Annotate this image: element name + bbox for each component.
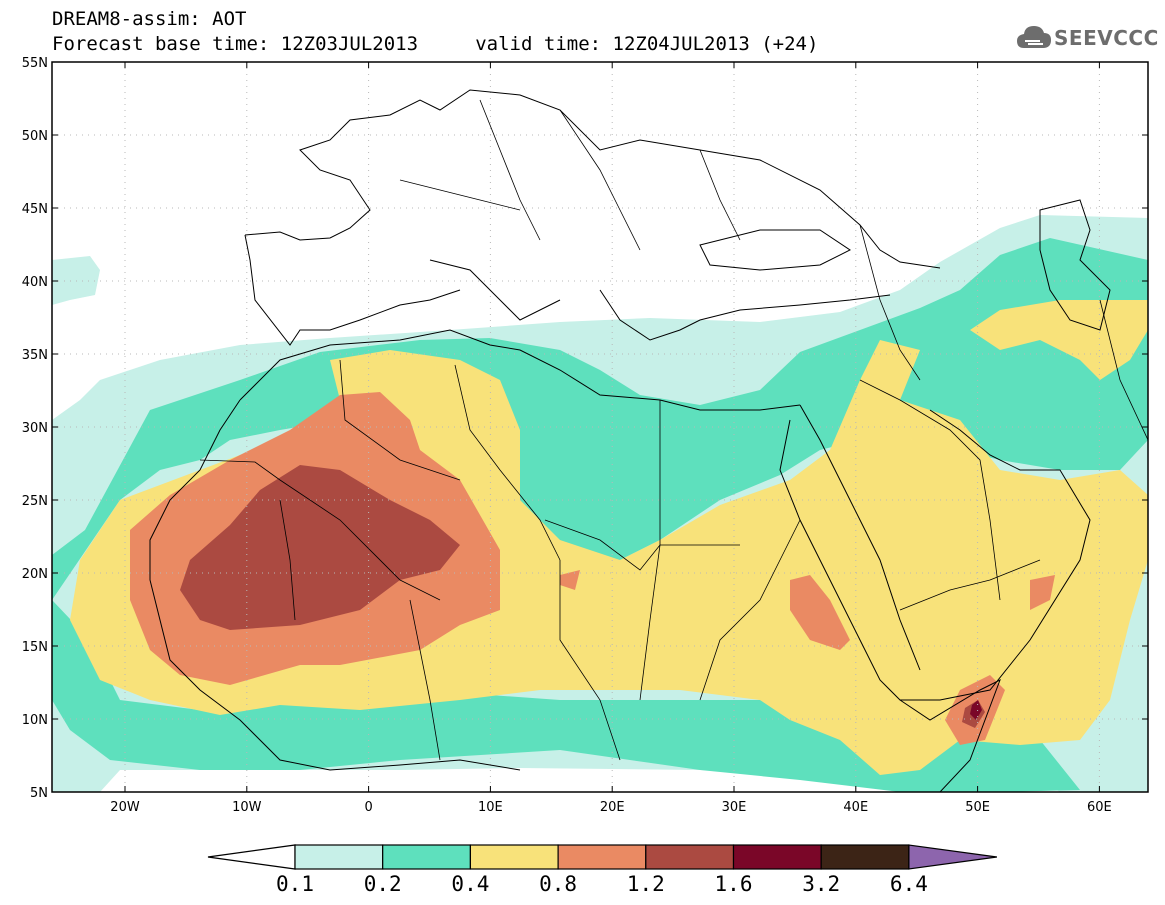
colorbar-label: 0.1 [276, 872, 314, 896]
lat-label: 55N [22, 56, 48, 71]
aot-band-1.2 [180, 465, 985, 728]
colorbar-segment [732, 844, 822, 870]
country-borders [199, 99, 1148, 761]
lat-label: 20N [22, 567, 48, 582]
lon-label: 10E [478, 800, 503, 815]
cloud-logo-icon [1017, 26, 1051, 48]
lat-label: 15N [22, 640, 48, 655]
aot-field [52, 62, 1148, 792]
lat-label: 35N [22, 348, 48, 363]
title-model: DREAM8-assim: AOT [52, 8, 247, 30]
colorbar-segment [469, 844, 559, 870]
title-times: Forecast base time: 12Z03JUL2013 valid t… [52, 33, 819, 55]
colorbar-segment [557, 844, 647, 870]
lat-label: 40N [22, 275, 48, 290]
colorbar-label: 1.6 [715, 872, 753, 896]
lon-label: 50E [965, 800, 990, 815]
lon-label: 0 [364, 800, 372, 815]
colorbar-label: 0.8 [539, 872, 577, 896]
coastlines [149, 89, 1111, 792]
lat-label: 50N [22, 129, 48, 144]
lon-label: 40E [843, 800, 868, 815]
colorbar-label: 6.4 [890, 872, 928, 896]
lon-label: 30E [722, 800, 747, 815]
seevccc-logo: SEEVCCC [1016, 22, 1159, 56]
lat-label: 25N [22, 494, 48, 509]
colorbar-label: 0.4 [451, 872, 489, 896]
latitude-axis: 55N 50N 45N 40N 35N 30N 25N 20N 15N 10N 5N [22, 56, 1148, 801]
colorbar-label: 3.2 [802, 872, 840, 896]
colorbar-segment [645, 844, 735, 870]
colorbar-segment [294, 844, 384, 870]
lat-label: 10N [22, 713, 48, 728]
lon-label: 20W [110, 800, 140, 815]
colorbar-label: 1.2 [627, 872, 665, 896]
colorbar-under-arrow [207, 844, 296, 870]
colorbar: 0.1 0.2 0.4 0.8 1.2 1.6 3.2 6.4 [207, 844, 997, 896]
lon-label: 10W [232, 800, 262, 815]
colorbar-segment [382, 844, 472, 870]
colorbar-label: 0.2 [364, 872, 402, 896]
aot-band-0.8 [130, 392, 1055, 745]
lon-label: 60E [1087, 800, 1112, 815]
lat-label: 5N [30, 786, 48, 801]
colorbar-over-arrow [908, 844, 997, 870]
longitude-axis: 20W 10W 0 10E 20E 30E 40E 50E 60E [110, 62, 1112, 815]
logo-text: SEEVCCC [1054, 26, 1159, 50]
lon-label: 20E [600, 800, 625, 815]
colorbar-segment [820, 844, 910, 870]
lat-label: 30N [22, 421, 48, 436]
lat-label: 45N [22, 202, 48, 217]
aot-band-1.6 [970, 700, 982, 720]
